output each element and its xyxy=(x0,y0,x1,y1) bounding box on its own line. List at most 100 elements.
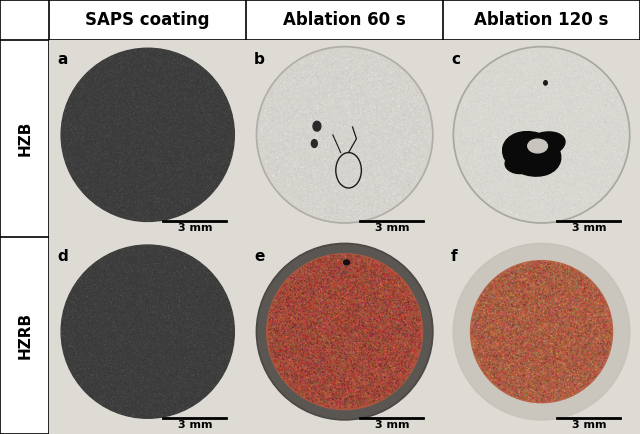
Point xyxy=(547,324,557,331)
Point xyxy=(356,161,367,168)
Point xyxy=(559,385,569,391)
Point xyxy=(394,293,404,300)
Point xyxy=(175,126,186,133)
Point xyxy=(566,276,577,283)
Point xyxy=(76,287,86,294)
Point xyxy=(318,279,328,286)
Point xyxy=(420,155,430,162)
Point xyxy=(542,368,552,375)
Point xyxy=(282,154,292,161)
Point xyxy=(326,372,337,379)
Point xyxy=(604,335,614,342)
Point xyxy=(377,63,387,70)
Point xyxy=(356,396,366,403)
Point xyxy=(551,367,561,374)
Point xyxy=(100,296,111,303)
Point xyxy=(403,333,413,340)
Point xyxy=(59,324,69,331)
Point xyxy=(140,279,150,286)
Point xyxy=(200,268,210,275)
Point xyxy=(320,322,330,329)
Point xyxy=(535,289,545,296)
Point xyxy=(477,102,487,109)
Point xyxy=(548,122,559,129)
Point xyxy=(124,100,134,107)
Point xyxy=(550,348,560,355)
Point xyxy=(267,302,277,309)
Point xyxy=(334,208,344,215)
Point xyxy=(398,280,408,287)
Point xyxy=(404,354,415,361)
Point xyxy=(95,329,106,335)
Point xyxy=(520,147,531,154)
Point xyxy=(305,395,316,402)
Point xyxy=(534,283,545,290)
Point xyxy=(319,390,329,397)
Point xyxy=(369,365,379,372)
Point xyxy=(359,168,369,175)
Point xyxy=(596,340,606,347)
Point xyxy=(534,390,544,397)
Point xyxy=(506,291,516,298)
Point xyxy=(151,266,161,273)
Point xyxy=(306,263,316,270)
Point xyxy=(156,162,166,169)
Point xyxy=(457,108,467,115)
Point xyxy=(475,177,485,184)
Point xyxy=(89,300,99,307)
Point xyxy=(333,64,343,71)
Point xyxy=(349,400,360,407)
Point xyxy=(337,329,347,335)
Point xyxy=(214,161,225,168)
Point xyxy=(364,346,374,353)
Point xyxy=(385,332,396,339)
Point xyxy=(319,118,329,125)
Point xyxy=(568,190,578,197)
Point xyxy=(559,112,570,119)
Point xyxy=(372,325,383,332)
Point xyxy=(159,78,169,85)
Point xyxy=(141,327,152,334)
Point xyxy=(507,378,517,385)
Point xyxy=(527,326,537,332)
Point xyxy=(275,137,285,144)
Point xyxy=(566,375,576,382)
Point xyxy=(574,273,584,280)
Point xyxy=(104,337,114,344)
Point xyxy=(363,382,373,389)
Point xyxy=(113,369,123,376)
Point xyxy=(312,274,322,281)
Point xyxy=(291,303,301,310)
Point xyxy=(266,327,276,334)
Point xyxy=(220,102,230,108)
Point xyxy=(501,343,511,350)
Point xyxy=(484,332,495,339)
Point xyxy=(349,401,359,408)
Point xyxy=(484,287,495,294)
Point xyxy=(86,266,96,273)
Point xyxy=(514,347,524,354)
Point xyxy=(373,390,383,397)
Point xyxy=(193,369,203,376)
Point xyxy=(362,277,372,284)
Point xyxy=(552,296,562,303)
Point xyxy=(392,348,402,355)
Point xyxy=(268,328,278,335)
Point xyxy=(345,203,355,210)
Point xyxy=(365,118,376,125)
Point xyxy=(525,89,536,96)
Point xyxy=(320,99,330,106)
Point xyxy=(328,99,338,105)
Point xyxy=(526,49,536,56)
Point xyxy=(540,154,550,161)
Point xyxy=(298,169,308,176)
Point xyxy=(86,151,96,158)
Point xyxy=(317,86,328,93)
Point xyxy=(543,319,553,326)
Point xyxy=(123,333,133,340)
Point xyxy=(547,276,557,283)
Point xyxy=(597,83,607,90)
Point xyxy=(66,323,76,330)
Point xyxy=(335,358,346,365)
Point xyxy=(309,268,319,275)
